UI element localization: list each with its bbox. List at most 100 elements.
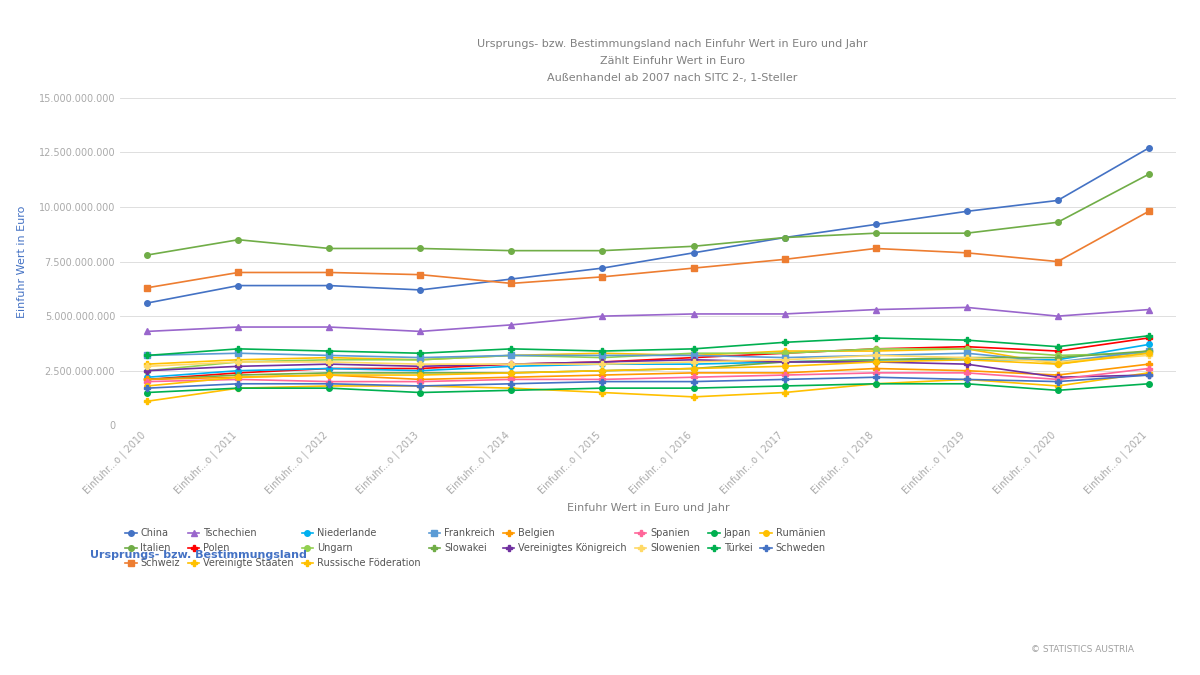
Japan: [960, 380, 974, 388]
Line: Italien: Italien: [144, 171, 1152, 258]
Russische Föderation: [322, 382, 336, 390]
Schweiz: [869, 244, 883, 252]
Ungarn: [960, 345, 974, 353]
Schweiz: [140, 284, 155, 292]
Line: Belgien: Belgien: [144, 361, 1152, 382]
Line: Tschechien: Tschechien: [144, 304, 1152, 334]
Line: Polen: Polen: [144, 335, 1152, 382]
Türkei: [595, 347, 610, 355]
China: [1050, 196, 1064, 205]
Line: Ungarn: Ungarn: [144, 346, 1152, 373]
Line: Schweden: Schweden: [144, 373, 1152, 391]
Slowenien: [960, 354, 974, 362]
Niederlande: [504, 362, 518, 371]
Belgien: [595, 371, 610, 379]
Rumänien: [232, 373, 246, 381]
Japan: [778, 382, 792, 390]
Niederlande: [232, 367, 246, 375]
Ungarn: [232, 358, 246, 366]
Türkei: [504, 345, 518, 353]
Belgien: [504, 373, 518, 381]
Schweden: [504, 380, 518, 388]
Line: Slowenien: Slowenien: [144, 352, 1152, 369]
Polen: [140, 375, 155, 383]
Japan: [140, 389, 155, 397]
Text: Ursprungs- bzw. Bestimmungsland nach Einfuhr Wert in Euro und Jahr: Ursprungs- bzw. Bestimmungsland nach Ein…: [476, 39, 868, 49]
Vereinigtes Königreich: [140, 367, 155, 375]
Tschechien: [686, 310, 701, 318]
China: [686, 249, 701, 257]
Niederlande: [686, 360, 701, 368]
Russische Föderation: [504, 384, 518, 392]
Vereinigte Staaten: [140, 360, 155, 368]
Slowakei: [1050, 354, 1064, 362]
Rumänien: [322, 371, 336, 379]
Japan: [1050, 386, 1064, 394]
Frankreich: [960, 349, 974, 357]
Niederlande: [140, 373, 155, 381]
Japan: [686, 384, 701, 392]
Italien: [960, 229, 974, 237]
China: [322, 281, 336, 290]
Japan: [232, 384, 246, 392]
Line: Rumänien: Rumänien: [144, 350, 1152, 389]
Russische Föderation: [686, 393, 701, 401]
Tschechien: [960, 303, 974, 311]
Türkei: [1141, 331, 1156, 340]
Ungarn: [1141, 349, 1156, 357]
Line: Frankreich: Frankreich: [144, 348, 1152, 364]
X-axis label: Einfuhr Wert in Euro und Jahr: Einfuhr Wert in Euro und Jahr: [566, 504, 730, 514]
Frankreich: [504, 352, 518, 360]
Italien: [232, 236, 246, 244]
Russische Föderation: [960, 375, 974, 383]
Spanien: [960, 369, 974, 377]
Slowenien: [504, 360, 518, 368]
Slowenien: [232, 358, 246, 366]
Tschechien: [322, 323, 336, 331]
Ungarn: [778, 349, 792, 357]
Slowakei: [686, 364, 701, 373]
Line: Türkei: Türkei: [144, 333, 1152, 358]
China: [140, 299, 155, 307]
Schweiz: [504, 279, 518, 288]
Tschechien: [232, 323, 246, 331]
Ungarn: [504, 352, 518, 360]
Schweden: [1141, 371, 1156, 379]
Niederlande: [869, 356, 883, 364]
Slowenien: [595, 360, 610, 368]
Vereinigte Staaten: [322, 354, 336, 362]
Ungarn: [869, 345, 883, 353]
China: [232, 281, 246, 290]
Spanien: [1141, 364, 1156, 373]
Tschechien: [1050, 312, 1064, 320]
Russische Föderation: [778, 389, 792, 397]
Frankreich: [1141, 347, 1156, 355]
Polen: [232, 369, 246, 377]
Russische Föderation: [232, 384, 246, 392]
Belgien: [778, 369, 792, 377]
Slowenien: [413, 360, 427, 368]
Ungarn: [686, 349, 701, 357]
Russische Föderation: [140, 397, 155, 405]
Japan: [1141, 380, 1156, 388]
Italien: [140, 251, 155, 259]
Vereinigtes Königreich: [232, 362, 246, 371]
Italien: [413, 244, 427, 252]
Rumänien: [140, 382, 155, 390]
Spanien: [322, 377, 336, 385]
Russische Föderation: [869, 380, 883, 388]
Vereinigte Staaten: [1141, 347, 1156, 355]
Italien: [322, 244, 336, 252]
Vereinigte Staaten: [869, 347, 883, 355]
Rumänien: [960, 356, 974, 364]
China: [1141, 144, 1156, 152]
Vereinigtes Königreich: [322, 360, 336, 368]
Italien: [869, 229, 883, 237]
Vereinigte Staaten: [595, 349, 610, 357]
Line: Vereinigtes Königreich: Vereinigtes Königreich: [144, 357, 1152, 380]
Polen: [1050, 347, 1064, 355]
Türkei: [869, 334, 883, 342]
Line: Schweiz: Schweiz: [144, 209, 1152, 290]
China: [778, 234, 792, 242]
Rumänien: [686, 364, 701, 373]
